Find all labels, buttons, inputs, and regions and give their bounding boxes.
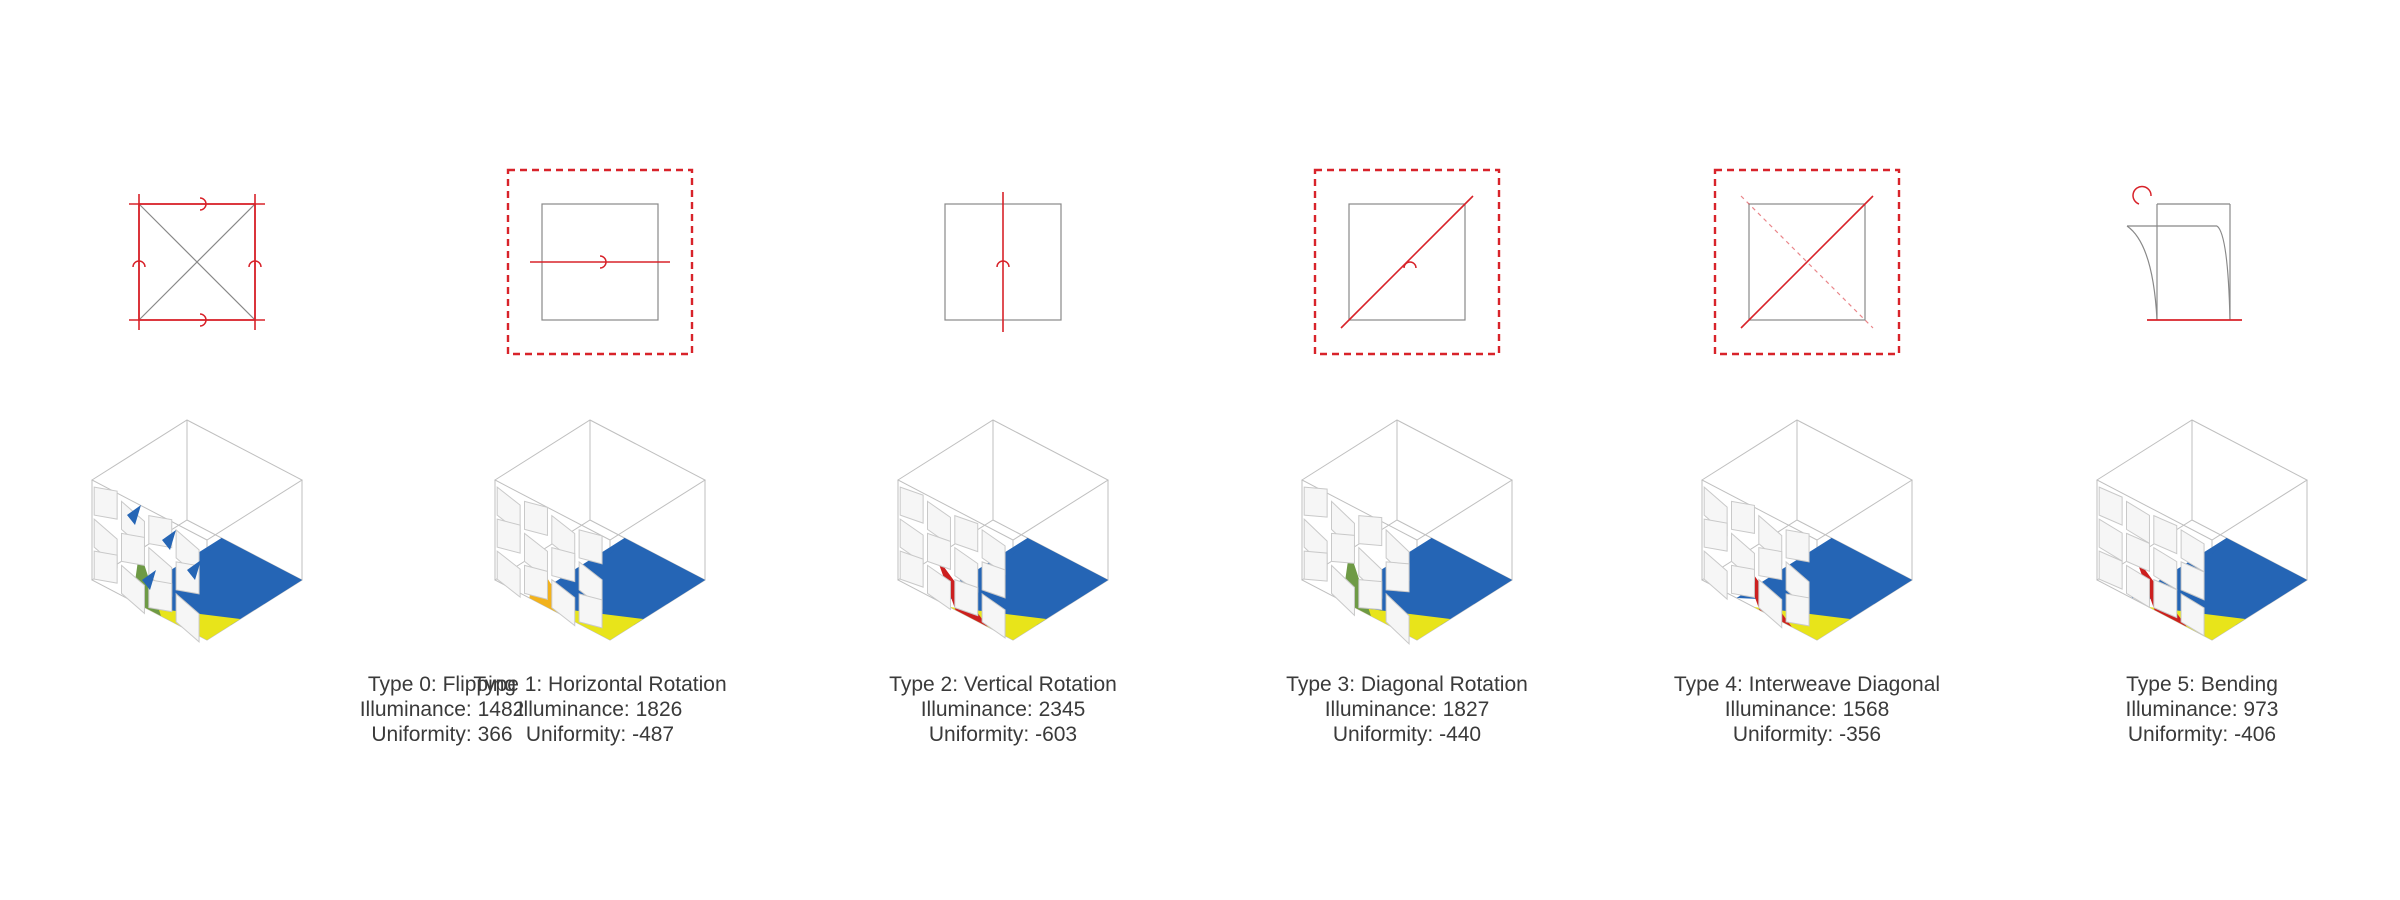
model-4 [1702,420,1912,640]
type-name: Type 4: Interweave Diagonal [1642,672,1972,697]
bending-icon [2127,187,2242,320]
axis-line [1741,196,1873,328]
facade-panel [94,487,117,519]
illuminance-label: Illuminance: [1725,698,1837,721]
flip-all-edges-icon [129,194,265,330]
facade-panel [497,551,520,597]
illuminance-line: Illuminance: 1568 [1642,697,1972,722]
type-name: Type 5: Bending [2037,672,2367,697]
uniformity-value: -440 [1439,723,1481,746]
facade-panel [1359,516,1382,546]
facade-panel [552,548,575,582]
type-4-caption: Type 4: Interweave Diagonal Illuminance:… [1642,672,1972,747]
facade-panel [524,565,547,599]
model-2 [898,420,1108,640]
bend-curve [2217,226,2230,320]
type-name: Type 2: Vertical Rotation [838,672,1168,697]
illuminance-value: 1568 [1843,698,1890,721]
uniformity-line: Uniformity: -487 [435,722,765,747]
facade-panel [1304,487,1327,517]
uniformity-value: -356 [1839,723,1881,746]
facade-panel [1759,548,1782,580]
uniformity-label: Uniformity: [929,723,1029,746]
facade-panel [2099,487,2122,525]
facade-panel [94,551,117,583]
facade-panel [121,533,144,565]
illuminance-label: Illuminance: [518,698,630,721]
rotation-diagrams [129,170,2242,354]
facade-panel [524,501,547,535]
uniformity-label: Uniformity: [2128,723,2228,746]
facade-panel [1359,580,1382,610]
uniformity-line: Uniformity: -603 [838,722,1168,747]
diagonal-axis-icon [1315,170,1499,354]
illuminance-value: 1827 [1443,698,1490,721]
type-name: Type 1: Horizontal Rotation [435,672,765,697]
bend-curve [2127,226,2157,320]
uniformity-value: -603 [1035,723,1077,746]
vertical-axis-icon [945,192,1061,332]
illuminance-label: Illuminance: [1325,698,1437,721]
uniformity-line: Uniformity: -406 [2037,722,2367,747]
uniformity-line: Uniformity: -356 [1642,722,1972,747]
uniformity-value: -406 [2234,723,2276,746]
uniformity-label: Uniformity: [1333,723,1433,746]
uniformity-label: Uniformity: [1733,723,1833,746]
illuminance-label: Illuminance: [2126,698,2238,721]
facade-panel [1386,562,1409,592]
model-0 [92,420,302,642]
facade-panel [955,516,978,552]
illuminance-line: Illuminance: 2345 [838,697,1168,722]
facade-panel [497,519,520,553]
rotation-arrow [2133,187,2151,204]
facade-panel [1304,551,1327,581]
model-1 [495,420,705,640]
type-name: Type 3: Diagonal Rotation [1242,672,1572,697]
facade-panel [900,487,923,523]
uniformity-value: -487 [632,723,674,746]
illuminance-value: 1826 [636,698,683,721]
type-1-caption: Type 1: Horizontal Rotation Illuminance:… [435,672,765,747]
facade-panel [1731,501,1754,533]
facade-panel [1704,519,1727,551]
illuminance-value: 2345 [1039,698,1086,721]
uniformity-label: Uniformity: [526,723,626,746]
illuminance-line: Illuminance: 1826 [435,697,765,722]
type-3-caption: Type 3: Diagonal Rotation Illuminance: 1… [1242,672,1572,747]
facade-panel [1331,533,1354,563]
facade-panel [2154,516,2177,554]
horizontal-axis-icon [508,170,692,354]
uniformity-line: Uniformity: -440 [1242,722,1572,747]
facade-panel [1704,551,1727,599]
illuminance-label: Illuminance: [921,698,1033,721]
illuminance-line: Illuminance: 1827 [1242,697,1572,722]
facade-panel [1731,565,1754,597]
illuminance-models [92,420,2307,644]
illuminance-value: 973 [2243,698,2278,721]
rotation-arrow [1404,262,1416,268]
facade-panel [579,594,602,628]
illuminance-line: Illuminance: 973 [2037,697,2367,722]
facade-panel [579,530,602,564]
model-3 [1302,420,1512,644]
facade-panel [1786,594,1809,626]
type-5-caption: Type 5: Bending Illuminance: 973 Uniform… [2037,672,2367,747]
type-2-caption: Type 2: Vertical Rotation Illuminance: 2… [838,672,1168,747]
model-5 [2097,420,2307,640]
interweave-diagonal-icon [1715,170,1899,354]
facade-panel [149,580,172,612]
facade-panel [1786,530,1809,562]
